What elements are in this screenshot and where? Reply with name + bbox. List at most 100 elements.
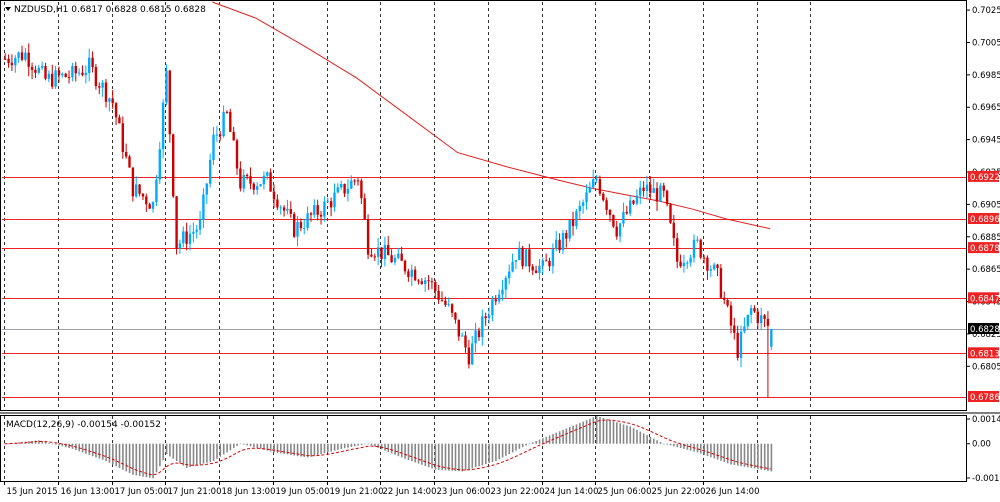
- macd-bar: [45, 442, 47, 444]
- candle-bear: [706, 258, 708, 271]
- macd-bar: [462, 444, 464, 472]
- macd-bar: [559, 431, 561, 444]
- candle-bull: [518, 248, 520, 260]
- macd-bar: [324, 444, 326, 454]
- candle-bull: [135, 185, 137, 197]
- current-price-label: 0.6828: [970, 325, 1000, 335]
- candle-bear: [112, 98, 114, 103]
- macd-header: MACD(12,26,9) -0.00154 -0.00152: [6, 420, 161, 430]
- candle-bull: [770, 329, 772, 347]
- candle-bull: [333, 193, 335, 208]
- price-tick-label: 0.7005: [972, 38, 1000, 48]
- candle-bear: [149, 204, 151, 209]
- candle-bull: [747, 315, 749, 327]
- macd-bar: [593, 417, 595, 443]
- candle-bear: [172, 134, 174, 196]
- macd-bar: [146, 444, 148, 478]
- macd-bar: [767, 444, 769, 471]
- candle-bear: [612, 215, 614, 227]
- symbol-header[interactable]: NZDUSD,H1 0.6817 0.6828 0.6815 0.6828: [5, 5, 206, 15]
- candle-bear: [276, 200, 278, 208]
- macd-bar: [724, 444, 726, 462]
- candle-bull: [199, 220, 201, 230]
- candle-bull: [575, 211, 577, 226]
- macd-bar: [505, 444, 507, 456]
- macd-bar: [223, 444, 225, 455]
- candle-bull: [48, 74, 50, 79]
- candle-bull: [585, 192, 587, 202]
- macd-bar: [270, 444, 272, 452]
- macd-bar: [28, 441, 30, 443]
- macd-bar: [761, 444, 763, 470]
- macd-bar: [700, 444, 702, 454]
- macd-bar: [445, 444, 447, 471]
- macd-bar: [603, 418, 605, 444]
- macd-bar: [260, 444, 262, 449]
- candle-bear: [4, 59, 6, 60]
- macd-bar: [582, 422, 584, 444]
- macd-bar: [99, 444, 101, 459]
- candle-bull: [347, 189, 349, 194]
- macd-bar: [633, 428, 635, 444]
- candle-bull: [743, 326, 745, 331]
- candle-bear: [726, 300, 728, 306]
- macd-bar: [566, 429, 568, 444]
- time-tick-label: 19 Jun 21:00: [330, 487, 384, 497]
- macd-bar: [666, 444, 668, 445]
- candle-bear: [357, 181, 359, 182]
- candle-bull: [424, 280, 426, 284]
- macd-bar: [351, 444, 353, 447]
- candle-bear: [380, 247, 382, 259]
- price-tick-label: 0.6885: [972, 233, 1000, 243]
- candle-bull: [555, 240, 557, 249]
- time-tick-label: 16 Jun 13:00: [61, 487, 115, 497]
- candle-bear: [370, 255, 372, 257]
- candle-bull: [488, 315, 490, 318]
- macd-bar: [475, 444, 477, 468]
- candle-bull: [653, 188, 655, 193]
- macd-bar: [142, 444, 144, 477]
- candle-bull: [165, 71, 167, 103]
- candle-bear: [444, 301, 446, 305]
- candle-bear: [535, 271, 537, 274]
- candle-bear: [300, 222, 302, 228]
- macd-bar: [515, 444, 517, 451]
- candle-bear: [485, 316, 487, 318]
- macd-bar: [253, 444, 255, 448]
- candle-bear: [434, 282, 436, 291]
- macd-bar: [650, 437, 652, 444]
- candle-bull: [303, 228, 305, 229]
- time-tick-label: 23 Jun 22:00: [491, 487, 545, 497]
- candle-bear: [431, 281, 433, 282]
- candle-bear: [226, 112, 228, 113]
- candle-bear: [437, 291, 439, 300]
- candle-bear: [343, 184, 345, 194]
- macd-bar: [673, 444, 675, 447]
- candle-bear: [723, 298, 725, 300]
- macd-bar: [730, 444, 732, 465]
- macd-bar: [95, 444, 97, 458]
- macd-bar: [576, 424, 578, 443]
- macd-bar: [183, 444, 185, 466]
- candle-bear: [246, 175, 248, 176]
- candle-bear: [649, 185, 651, 193]
- macd-bar: [734, 444, 736, 465]
- macd-bar: [535, 441, 537, 444]
- candle-bull: [646, 185, 648, 191]
- candle-bear: [132, 168, 134, 197]
- candle-bear: [330, 201, 332, 207]
- candle-bear: [602, 194, 604, 201]
- candle-bull: [659, 186, 661, 202]
- macd-bar: [250, 444, 252, 447]
- candle-bull: [152, 202, 154, 209]
- candle-bull: [192, 232, 194, 234]
- candle-bear: [458, 320, 460, 337]
- candle-bull: [222, 112, 224, 136]
- candle-bull: [622, 212, 624, 224]
- candle-bull: [471, 343, 473, 364]
- macd-bar: [509, 444, 511, 454]
- candle-bear: [353, 181, 355, 182]
- candle-bear: [105, 83, 107, 102]
- candle-bear: [545, 260, 547, 261]
